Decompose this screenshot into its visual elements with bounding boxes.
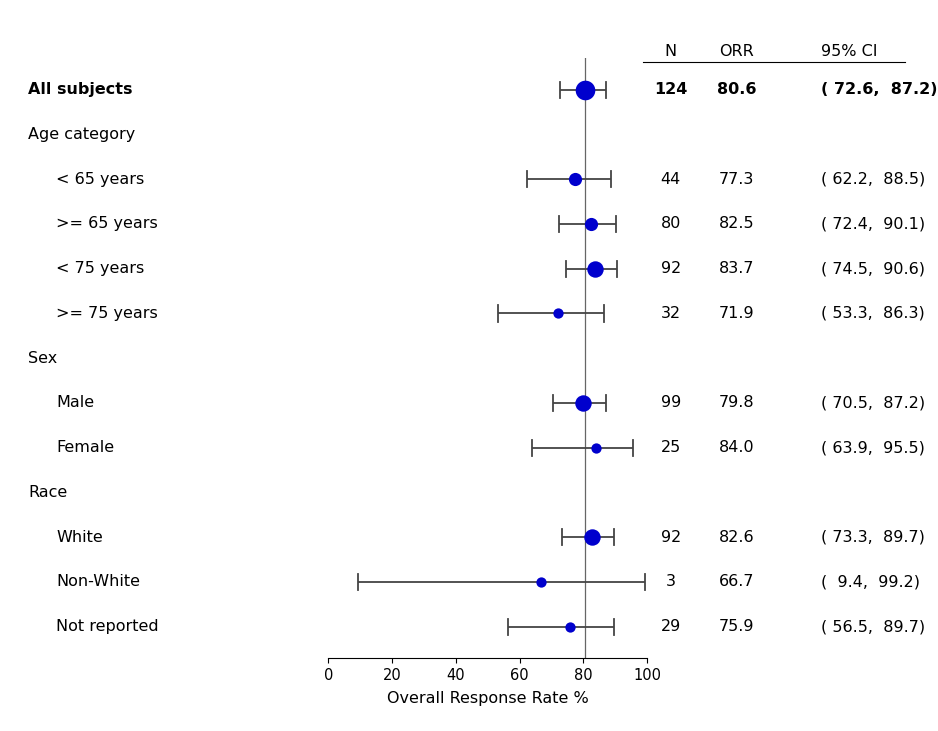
Text: 32: 32 xyxy=(660,306,681,321)
Text: 80.6: 80.6 xyxy=(717,83,756,97)
Text: ( 72.6,  87.2): ( 72.6, 87.2) xyxy=(821,83,937,97)
Point xyxy=(589,442,604,453)
Text: White: White xyxy=(56,530,103,545)
Point xyxy=(567,173,582,185)
Text: 92: 92 xyxy=(660,530,681,545)
Text: (  9.4,  99.2): ( 9.4, 99.2) xyxy=(821,575,920,589)
Text: 84.0: 84.0 xyxy=(719,440,754,455)
Text: Male: Male xyxy=(56,395,95,410)
Text: Not reported: Not reported xyxy=(56,619,159,634)
Text: 29: 29 xyxy=(660,619,681,634)
Point xyxy=(575,397,590,409)
Text: 92: 92 xyxy=(660,261,681,276)
Text: 95% CI: 95% CI xyxy=(821,45,877,59)
Text: >= 65 years: >= 65 years xyxy=(56,216,158,232)
X-axis label: Overall Response Rate %: Overall Response Rate % xyxy=(386,691,589,706)
Text: 66.7: 66.7 xyxy=(719,575,754,589)
Point xyxy=(578,84,593,96)
Text: 44: 44 xyxy=(660,172,681,186)
Text: ( 70.5,  87.2): ( 70.5, 87.2) xyxy=(821,395,925,410)
Text: 77.3: 77.3 xyxy=(719,172,754,186)
Text: 3: 3 xyxy=(666,575,675,589)
Text: < 75 years: < 75 years xyxy=(56,261,144,276)
Point xyxy=(534,576,549,588)
Point xyxy=(563,621,578,632)
Point xyxy=(584,531,599,543)
Text: ( 62.2,  88.5): ( 62.2, 88.5) xyxy=(821,172,925,186)
Text: 99: 99 xyxy=(660,395,681,410)
Text: ( 72.4,  90.1): ( 72.4, 90.1) xyxy=(821,216,925,232)
Text: 25: 25 xyxy=(660,440,681,455)
Text: ( 63.9,  95.5): ( 63.9, 95.5) xyxy=(821,440,925,455)
Text: < 65 years: < 65 years xyxy=(56,172,144,186)
Text: ORR: ORR xyxy=(719,45,754,59)
Text: ( 74.5,  90.6): ( 74.5, 90.6) xyxy=(821,261,925,276)
Text: Sex: Sex xyxy=(28,351,57,366)
Text: 79.8: 79.8 xyxy=(719,395,754,410)
Text: ( 73.3,  89.7): ( 73.3, 89.7) xyxy=(821,530,925,545)
Text: >= 75 years: >= 75 years xyxy=(56,306,158,321)
Text: ( 56.5,  89.7): ( 56.5, 89.7) xyxy=(821,619,925,634)
Text: All subjects: All subjects xyxy=(28,83,132,97)
Text: Age category: Age category xyxy=(28,127,135,142)
Text: ( 53.3,  86.3): ( 53.3, 86.3) xyxy=(821,306,925,321)
Text: Female: Female xyxy=(56,440,114,455)
Point xyxy=(550,308,565,319)
Text: 83.7: 83.7 xyxy=(719,261,754,276)
Text: 75.9: 75.9 xyxy=(719,619,754,634)
Point xyxy=(588,263,603,275)
Text: 82.5: 82.5 xyxy=(719,216,754,232)
Point xyxy=(583,218,598,230)
Text: 80: 80 xyxy=(660,216,681,232)
Text: Race: Race xyxy=(28,485,68,500)
Text: Non-White: Non-White xyxy=(56,575,141,589)
Text: 82.6: 82.6 xyxy=(719,530,754,545)
Text: N: N xyxy=(665,45,676,59)
Text: 71.9: 71.9 xyxy=(719,306,754,321)
Text: 124: 124 xyxy=(654,83,688,97)
